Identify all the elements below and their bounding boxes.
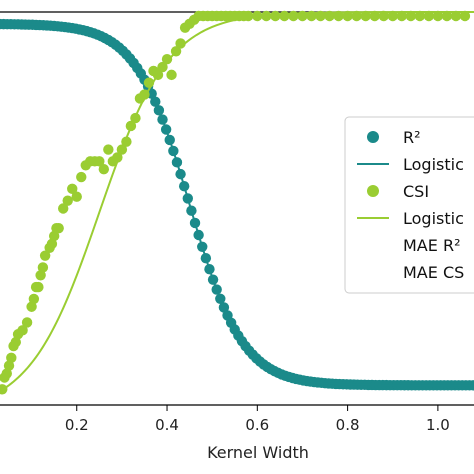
data-point — [58, 203, 69, 214]
x-axis-label: Kernel Width — [207, 443, 309, 462]
data-point — [10, 336, 21, 348]
legend: R² Logistic CSI Logistic MAE R² MAE CS — [344, 116, 474, 294]
legend-label: Logistic — [403, 209, 464, 228]
x-tick-label: 0.8 — [336, 416, 360, 434]
data-point — [405, 10, 416, 22]
data-point — [67, 183, 78, 195]
data-point — [1, 368, 12, 379]
data-point — [351, 10, 362, 22]
data-point — [441, 10, 453, 22]
data-point — [39, 250, 51, 261]
x-axis: 0.2 0.4 0.6 0.8 1.0 — [65, 405, 450, 434]
data-point — [26, 301, 37, 312]
data-point — [459, 10, 471, 22]
data-point — [35, 270, 46, 281]
data-point — [432, 10, 444, 22]
data-point — [161, 53, 173, 65]
legend-label: CSI — [403, 182, 429, 201]
x-tick-label: 0.2 — [65, 416, 89, 434]
data-point — [387, 10, 398, 22]
data-point — [166, 69, 177, 81]
data-point — [33, 281, 44, 293]
data-point — [28, 293, 40, 305]
data-point — [270, 10, 281, 22]
x-tick-label: 1.0 — [426, 416, 450, 434]
data-point — [21, 317, 33, 328]
x-tick-label: 0.4 — [155, 416, 179, 434]
data-point — [17, 325, 28, 336]
legend-label: MAE CS — [403, 263, 464, 282]
data-point — [279, 10, 290, 22]
data-point — [414, 10, 426, 22]
data-point — [342, 10, 353, 22]
data-point — [62, 195, 73, 206]
data-point — [46, 238, 58, 250]
logistic-line-1 — [0, 23, 474, 387]
data-point — [37, 262, 49, 273]
data-point — [369, 10, 380, 22]
data-point — [94, 156, 105, 167]
data-point — [103, 144, 114, 155]
legend-label: R² — [403, 128, 421, 147]
data-point — [423, 10, 435, 22]
legend-label: Logistic — [403, 155, 464, 174]
legend-box — [344, 116, 474, 294]
plot-area — [0, 10, 474, 406]
logistic-line-3 — [0, 11, 474, 393]
data-point — [3, 360, 15, 371]
data-point — [396, 10, 407, 22]
x-tick-label: 0.6 — [245, 416, 269, 434]
legend-marker — [367, 131, 379, 143]
legend-label: MAE R² — [403, 236, 460, 255]
data-point — [360, 10, 371, 22]
data-point — [76, 171, 87, 183]
data-point — [71, 191, 82, 202]
legend-marker — [367, 185, 379, 197]
data-point — [53, 222, 64, 234]
data-point — [98, 164, 110, 175]
data-point — [48, 230, 60, 242]
data-point — [6, 352, 17, 364]
data-point — [378, 10, 389, 22]
data-point — [450, 10, 462, 22]
